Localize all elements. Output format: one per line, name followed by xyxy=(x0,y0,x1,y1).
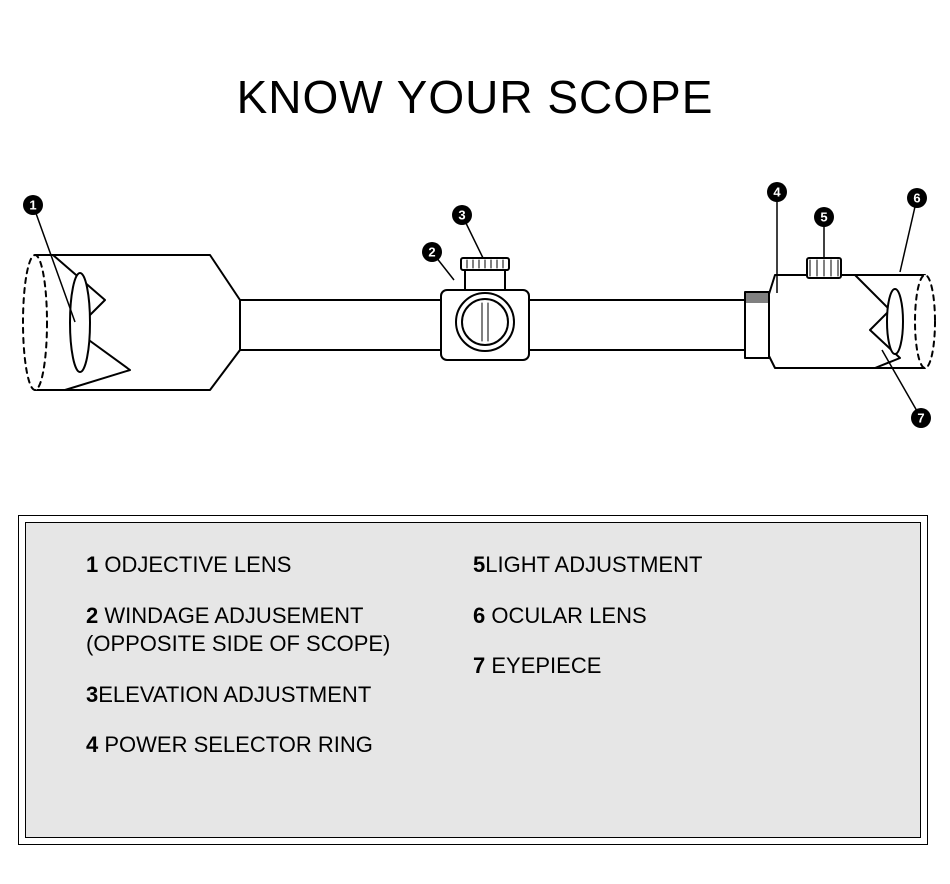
legend-label: OCULAR LENS xyxy=(485,603,646,628)
legend-label: ELEVATION ADJUSTMENT xyxy=(98,682,371,707)
legend-item-6: 6 OCULAR LENS xyxy=(473,602,860,631)
legend-box-outer: 1 ODJECTIVE LENS 2 WINDAGE ADJUSEMENT (O… xyxy=(18,515,928,845)
legend-item-2: 2 WINDAGE ADJUSEMENT (OPPOSITE SIDE OF S… xyxy=(86,602,473,659)
legend-label: WINDAGE ADJUSEMENT xyxy=(98,603,363,628)
page-title: KNOW YOUR SCOPE xyxy=(0,70,950,124)
legend-item-3: 3ELEVATION ADJUSTMENT xyxy=(86,681,473,710)
legend-label: POWER SELECTOR RING xyxy=(98,732,373,757)
svg-text:2: 2 xyxy=(428,245,435,260)
legend-num: 4 xyxy=(86,732,98,757)
svg-text:4: 4 xyxy=(773,185,781,200)
svg-text:1: 1 xyxy=(29,198,36,213)
svg-text:7: 7 xyxy=(917,411,924,426)
legend-col-1: 1 ODJECTIVE LENS 2 WINDAGE ADJUSEMENT (O… xyxy=(86,551,473,782)
legend-num: 3 xyxy=(86,682,98,707)
legend-label: EYEPIECE xyxy=(485,653,601,678)
svg-text:5: 5 xyxy=(820,210,827,225)
legend-label: ODJECTIVE LENS xyxy=(98,552,291,577)
page: KNOW YOUR SCOPE 1 2 3 4 5 6 7 1 ODJECTIVE LENS… xyxy=(0,0,950,884)
legend-label: LIGHT ADJUSTMENT xyxy=(485,552,702,577)
svg-text:6: 6 xyxy=(913,191,920,206)
legend-item-5: 5LIGHT ADJUSTMENT xyxy=(473,551,860,580)
legend-item-1: 1 ODJECTIVE LENS xyxy=(86,551,473,580)
legend-num: 7 xyxy=(473,653,485,678)
legend-num: 5 xyxy=(473,552,485,577)
scope-diagram: 1 2 3 4 5 6 7 xyxy=(0,150,950,470)
legend-col-2: 5LIGHT ADJUSTMENT 6 OCULAR LENS 7 EYEPIE… xyxy=(473,551,860,782)
legend-sublabel: (OPPOSITE SIDE OF SCOPE) xyxy=(86,631,390,656)
legend-num: 6 xyxy=(473,603,485,628)
legend-num: 2 xyxy=(86,603,98,628)
legend-item-7: 7 EYEPIECE xyxy=(473,652,860,681)
legend-item-4: 4 POWER SELECTOR RING xyxy=(86,731,473,760)
legend-columns: 1 ODJECTIVE LENS 2 WINDAGE ADJUSEMENT (O… xyxy=(86,551,860,782)
legend-box: 1 ODJECTIVE LENS 2 WINDAGE ADJUSEMENT (O… xyxy=(25,522,921,838)
svg-text:3: 3 xyxy=(458,208,465,223)
legend-num: 1 xyxy=(86,552,98,577)
